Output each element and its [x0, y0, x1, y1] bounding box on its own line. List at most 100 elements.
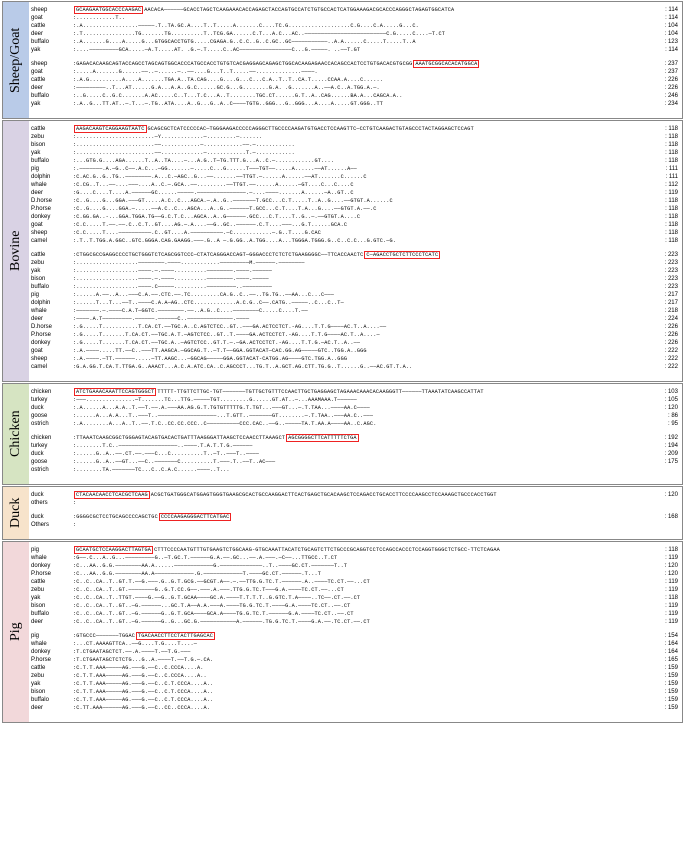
species-label: Others — [31, 521, 73, 529]
sequence: :CTGGCGCCGAGGCCCCTGCTGGGTCTCAGCGGTCCC—CT… — [73, 251, 654, 259]
alignment-row: whale:C.CG..T...——....———....A..C.—.GCA.… — [31, 181, 680, 189]
species-label: yak — [31, 267, 73, 275]
panel-body-chicken: chickenATCTGAAACAAATTCCAGTGGGCTTTTTT-TTG… — [29, 384, 682, 484]
alignment-row: cattle:C.T.T.AAA—————AG.———G.——C..C.CCCA… — [31, 664, 680, 672]
position: : 159 — [654, 704, 680, 712]
panel-duck: DuckduckCTACAACAACCTCACGCTCAAGACGCTGATGG… — [2, 486, 683, 540]
position: : 114 — [654, 46, 680, 54]
alignment-row: buffalo:C..C..CA..T..GT..—G.——————G..G.T… — [31, 610, 680, 618]
position: : 224 — [654, 315, 680, 323]
alignment-block: sheepGCAAGAATGGCACCCAAGACAACACA——————GCA… — [31, 6, 680, 54]
position: : 118 — [654, 213, 680, 221]
alignment-block: pig:GTGCCC———————TGGACTGACAACCTTCCTACTTG… — [31, 632, 680, 712]
position: : 168 — [654, 513, 680, 521]
alignment-row: sheep:.A.————.—TT.——————.....—TT.AAGC...… — [31, 355, 680, 363]
sequence: :.A..G...TT.AT..—.T...—.TG..ATA....A..G.… — [73, 100, 654, 108]
sequence: :........................—Y.............… — [73, 133, 654, 141]
panel-pig: PigpigGCAATGCTCCAAGGACTTAGTGACTTTCCCCAAT… — [2, 541, 683, 723]
sequence: :C..C..CA..T..GT..—G.——————G..G...GC.G.—… — [73, 618, 654, 626]
position: : 159 — [654, 688, 680, 696]
sequence: GCAAGAATGGCACCCAAGACAACACA——————GCACCTAG… — [73, 6, 654, 14]
position: : 119 — [654, 189, 680, 197]
sequence: :C.T.T.AAA—————AG.———G.——C..C.T.CCCA....… — [73, 680, 654, 688]
alignment-row: buffalo:...................————.C—————..… — [31, 283, 680, 291]
sequence: :C..C..CA..T..GT..—G.——————G..G.T.GCA———… — [73, 610, 654, 618]
species-label: turkey — [31, 396, 73, 404]
sequence: :C..C..CA..T..TTGT.————G.——G..G.T.GCAA——… — [73, 594, 654, 602]
position: : 118 — [654, 133, 680, 141]
species-label: donkey — [31, 213, 73, 221]
alignment-row: goat:.A.————.....TT.——C..———TT.AAGCA.—GG… — [31, 347, 680, 355]
alignment-row: yak:.A..G...TT.AT..—.T...—.TG..ATA....A.… — [31, 100, 680, 108]
alignment-row: pig:.———————.A.—G..C——.A.C...—GG.......—… — [31, 165, 680, 173]
alignment-row: zebu:...................————————.————...… — [31, 259, 680, 267]
species-label: P.horse — [31, 205, 73, 213]
position: : 237 — [654, 60, 680, 68]
sequence: :........TA.———————TC...C..C.A.C......——… — [73, 466, 654, 474]
alignment-row: pig:GTGCCC———————TGGACTGACAACCTTCCTACTTG… — [31, 632, 680, 640]
sequence: :......A.——..A...———C.A.——.CTC.——.TC....… — [73, 291, 654, 299]
alignment-row: deer:C.TT.AAA——————AG.———G.——C..CC..CCCA… — [31, 704, 680, 712]
species-label: goose — [31, 458, 73, 466]
position: : 119 — [654, 610, 680, 618]
species-label: duck — [31, 491, 73, 499]
position: : 118 — [654, 149, 680, 157]
sequence: :.....A.......G......——..—......—..——...… — [73, 68, 654, 76]
position: : 120 — [654, 570, 680, 578]
alignment-row: donkey:.G.....T.......T.CA.CT.——TGC.A..—… — [31, 339, 680, 347]
species-label: cattle — [31, 251, 73, 259]
alignment-row: turkey:———...............—T.......TC...T… — [31, 396, 680, 404]
species-label: cattle — [31, 578, 73, 586]
position: : 95 — [654, 420, 680, 428]
sequence: :C.GG.GA..-...GGA.TGGA.TG——G.C.T.C...AGC… — [73, 213, 654, 221]
species-label: buffalo — [31, 696, 73, 704]
species-label: cattle — [31, 22, 73, 30]
sequence: GCAATGCTCCAAGGACTTAGTGACTTTCCCCAATGTTTGT… — [73, 546, 654, 554]
sequence: :C.T.T.AAA—————AG.———G.——C..C.T.CCCA....… — [73, 688, 654, 696]
alignment-row: sheep:C.C.....T....——————————.C..GT....A… — [31, 229, 680, 237]
species-label: cattle — [31, 125, 73, 133]
species-label: ostrich — [31, 420, 73, 428]
sequence: :G——.C...A..G...—————————G..—T.GC.T.————… — [73, 554, 654, 562]
position: : 223 — [654, 275, 680, 283]
alignment-row: duck:......G..A..——.CT.——.———C...C......… — [31, 450, 680, 458]
alignment-row: deer:.T................TG.......TG......… — [31, 30, 680, 38]
position: : 103 — [654, 388, 680, 396]
species-label: chicken — [31, 434, 73, 442]
position: : 223 — [654, 283, 680, 291]
sequence: :........................——.............… — [73, 149, 654, 157]
sequence: :.T..T.TGG.A.GGC..GTC.GGGA.CAG.GAAGG.———… — [73, 237, 654, 245]
position: : 209 — [654, 450, 680, 458]
sequence: :.G.....T...........T.CA.CT.——TGC.A..C.A… — [73, 323, 654, 331]
sequence: :C.T.T.AAA—————AG.———G.——C..C.CCCA....A. — [73, 664, 654, 672]
position: : 218 — [654, 307, 680, 315]
position: : 194 — [654, 442, 680, 450]
alignment-row: goat:.....A.......G......——..—......—..—… — [31, 68, 680, 76]
species-label: P.horse — [31, 656, 73, 664]
sequence: :......A...A.A...T..———T..——————————————… — [73, 412, 654, 420]
species-label: deer — [31, 618, 73, 626]
position: : 118 — [654, 205, 680, 213]
species-label: deer — [31, 189, 73, 197]
species-label: bison — [31, 688, 73, 696]
species-label: cattle — [31, 664, 73, 672]
alignment-row: turkey:........T.C..——————————————————..… — [31, 442, 680, 450]
panel-label-sheep-goat: Sheep/Goat — [3, 2, 29, 118]
species-label: camel — [31, 237, 73, 245]
sequence: :...................————.C—————.........… — [73, 283, 654, 291]
alignment-row: ostrich:.A........A...A..T..——.T.C..CC.C… — [31, 420, 680, 428]
position: : 165 — [654, 656, 680, 664]
position: : 192 — [654, 434, 680, 442]
sequence: : — [73, 499, 654, 507]
alignment-row: ostrich:........TA.———————TC...C..C.A.C.… — [31, 466, 680, 474]
alignment-row: whale:G——.C...A..G...—————————G..—T.GC.T… — [31, 554, 680, 562]
species-label: buffalo — [31, 157, 73, 165]
species-label: yak — [31, 680, 73, 688]
alignment-row: pig:......A.——..A...———C.A.——.CTC.——.TC.… — [31, 291, 680, 299]
sequence: AAGACAAGTCAGGAAGTAATCGCAGCGCTCATCCCCCAC—… — [73, 125, 654, 133]
sequence: :......G..A..——.CT.——.———C...C..........… — [73, 450, 654, 458]
species-label: zebu — [31, 586, 73, 594]
alignment-row: buffalo:C.T.T.AAA—————AG.———G.——C..C.T.C… — [31, 696, 680, 704]
panel-bovine: BovinecattleAAGACAAGTCAGGAAGTAATCGCAGCGC… — [2, 120, 683, 382]
species-label: bison — [31, 275, 73, 283]
